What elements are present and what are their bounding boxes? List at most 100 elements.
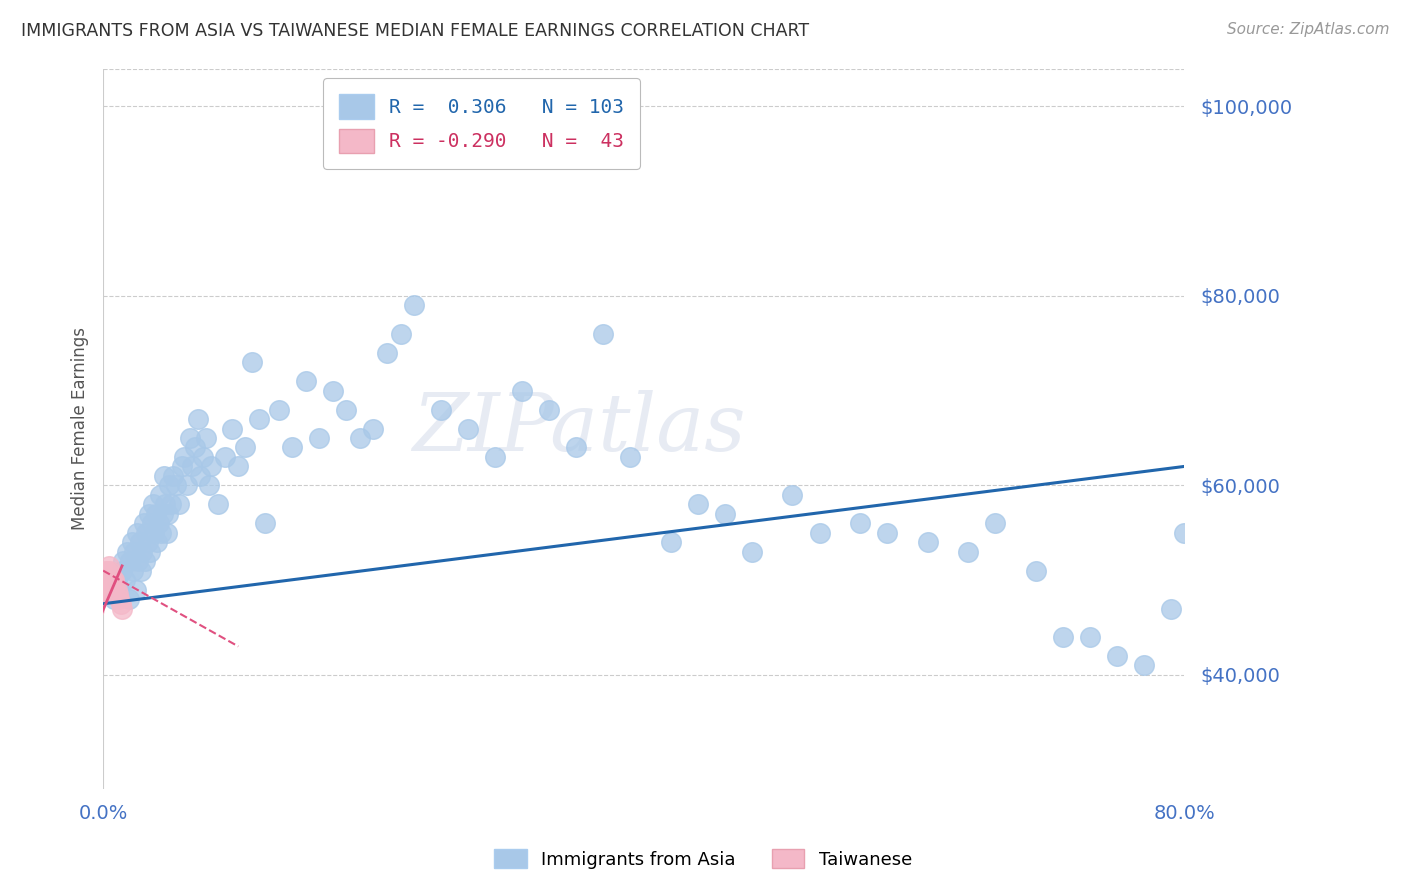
Point — [484, 450, 506, 464]
Point — [157, 478, 180, 492]
Point — [375, 345, 398, 359]
Point — [233, 441, 256, 455]
Point — [145, 507, 167, 521]
Point — [58, 677, 80, 691]
Y-axis label: Median Female Earnings: Median Female Earnings — [72, 327, 89, 530]
Point — [108, 592, 131, 607]
Point — [179, 431, 201, 445]
Point — [139, 544, 162, 558]
Point — [80, 611, 103, 625]
Point — [136, 535, 159, 549]
Point — [247, 412, 270, 426]
Point — [46, 696, 69, 710]
Point — [1173, 525, 1195, 540]
Point — [849, 516, 872, 531]
Point — [129, 564, 152, 578]
Point — [1160, 601, 1182, 615]
Point — [111, 564, 134, 578]
Point — [148, 516, 170, 531]
Point — [1105, 648, 1128, 663]
Point — [592, 326, 614, 341]
Point — [138, 507, 160, 521]
Point — [103, 592, 125, 607]
Point — [190, 468, 212, 483]
Point — [254, 516, 277, 531]
Point — [214, 450, 236, 464]
Point — [87, 582, 110, 597]
Point — [62, 668, 84, 682]
Point — [120, 554, 142, 568]
Point — [156, 525, 179, 540]
Point — [335, 402, 357, 417]
Point — [75, 630, 97, 644]
Point — [200, 459, 222, 474]
Point — [105, 573, 128, 587]
Point — [132, 516, 155, 531]
Point — [83, 601, 105, 615]
Point — [84, 597, 107, 611]
Point — [27, 753, 49, 767]
Point — [41, 715, 63, 730]
Point — [240, 355, 263, 369]
Point — [93, 568, 115, 582]
Point — [162, 468, 184, 483]
Point — [105, 582, 128, 597]
Point — [207, 497, 229, 511]
Point — [44, 706, 66, 720]
Point — [114, 573, 136, 587]
Point — [194, 431, 217, 445]
Point — [984, 516, 1007, 531]
Point — [267, 402, 290, 417]
Point — [349, 431, 371, 445]
Point — [165, 478, 187, 492]
Point — [226, 459, 249, 474]
Point — [510, 384, 533, 398]
Point — [184, 441, 207, 455]
Point — [149, 488, 172, 502]
Point — [281, 441, 304, 455]
Point — [90, 573, 112, 587]
Point — [741, 544, 763, 558]
Point — [153, 468, 176, 483]
Text: IMMIGRANTS FROM ASIA VS TAIWANESE MEDIAN FEMALE EARNINGS CORRELATION CHART: IMMIGRANTS FROM ASIA VS TAIWANESE MEDIAN… — [21, 22, 810, 40]
Point — [100, 568, 122, 582]
Point — [30, 743, 52, 757]
Point — [96, 564, 118, 578]
Point — [295, 374, 318, 388]
Point — [167, 497, 190, 511]
Point — [131, 544, 153, 558]
Point — [89, 578, 111, 592]
Point — [53, 696, 76, 710]
Point — [170, 459, 193, 474]
Point — [17, 772, 39, 786]
Point — [197, 478, 219, 492]
Point — [91, 573, 114, 587]
Point — [72, 640, 94, 654]
Point — [1187, 640, 1209, 654]
Point — [221, 421, 243, 435]
Point — [135, 525, 157, 540]
Point — [430, 402, 453, 417]
Point — [917, 535, 939, 549]
Point — [122, 544, 145, 558]
Point — [876, 525, 898, 540]
Point — [156, 507, 179, 521]
Point — [389, 326, 412, 341]
Point — [187, 412, 209, 426]
Point — [173, 450, 195, 464]
Point — [117, 544, 139, 558]
Point — [1133, 658, 1156, 673]
Point — [322, 384, 344, 398]
Point — [127, 554, 149, 568]
Point — [1254, 620, 1277, 634]
Point — [957, 544, 980, 558]
Point — [101, 573, 124, 587]
Point — [782, 488, 804, 502]
Point — [686, 497, 709, 511]
Point — [619, 450, 641, 464]
Point — [38, 734, 60, 748]
Point — [1227, 696, 1250, 710]
Point — [457, 421, 479, 435]
Point — [659, 535, 682, 549]
Point — [191, 450, 214, 464]
